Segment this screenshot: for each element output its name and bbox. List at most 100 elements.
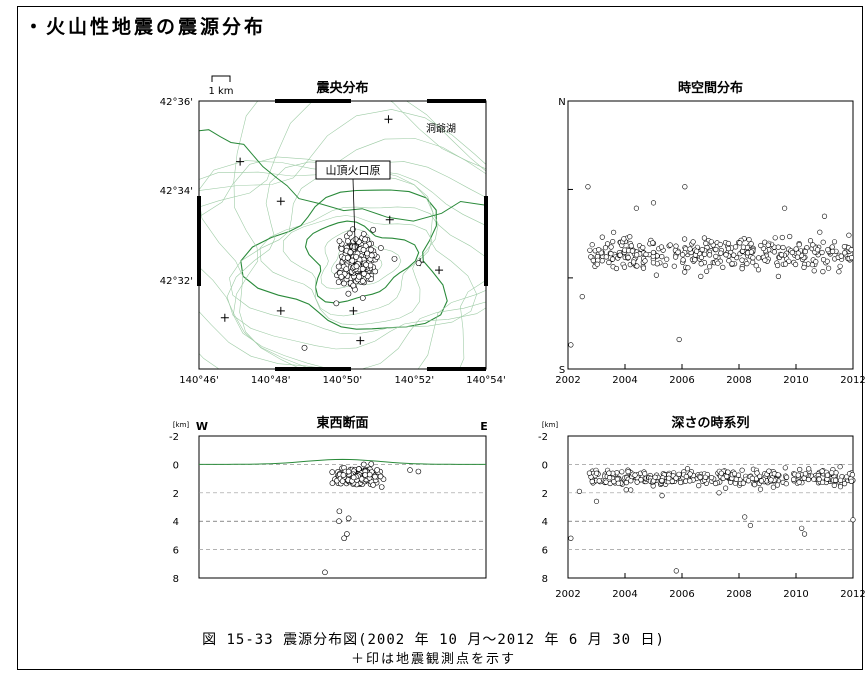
depth-series-title: 深さの時系列 [671,415,749,431]
ew-point [407,467,413,473]
spacetime-point [753,263,759,269]
spacetime-point [841,244,848,250]
ew-point [336,518,342,525]
y-tick-label: 0 [542,460,548,471]
x-tick-label: 2006 [669,589,694,600]
ew-point [366,471,373,478]
spacetime-point [650,260,657,266]
depth-series-point [619,469,625,475]
depth-series-point [628,487,634,493]
spacetime-point [662,262,668,269]
spacetime-point [794,254,801,260]
depth-series-point [801,475,807,481]
spacetime-point [750,259,756,265]
depth-series-point [659,478,665,484]
ew-point [355,466,362,472]
spacetime-point [713,246,719,253]
spacetime-point [809,262,816,268]
spacetime-point [610,229,617,235]
ew-point [345,515,352,522]
spacetime-point [725,246,732,252]
spacetime-point [633,205,640,211]
station-marker [236,157,245,166]
topo-contour [282,215,433,317]
depth-series-point [799,525,805,531]
x-tick-label: 2004 [612,375,637,386]
spacetime-point [650,200,657,206]
topo-contour [199,160,486,369]
station-marker [356,336,365,345]
y-tick-label: 8 [542,574,548,585]
hypocenter-point [344,254,351,261]
ew-point [322,569,328,576]
depth-series-point [797,466,803,473]
depth-series-point [796,479,802,485]
depth-series-point [795,472,801,478]
spacetime-point [617,252,623,258]
depth-series-point [733,476,739,482]
spacetime-point [585,184,591,190]
hypocenter-point [347,249,354,256]
ew-point [350,474,357,481]
spacetime-point [755,267,762,273]
hypocenter-point [361,270,367,277]
spacetime-point [762,257,768,263]
station-marker [435,266,444,275]
spacetime-point [813,259,819,265]
spacetime-point [720,264,726,271]
spacetime-point [739,257,745,263]
depth-series-point [850,517,856,523]
spacetime-point [740,244,747,250]
spacetime-point [642,258,648,264]
spacetime-point [706,252,713,258]
y-tick-label: -2 [169,432,179,443]
ew-point [415,468,422,475]
depth-series-point [802,471,809,477]
depth-series-point [805,476,812,483]
east-label: E [480,420,488,433]
spacetime-point [786,258,792,264]
hypocenter-point [356,273,362,280]
depth-series-point [768,477,774,483]
spacetime-point [771,249,778,255]
spacetime-point [787,233,793,240]
hypocenter-point [353,253,359,260]
spacetime-frame [567,100,854,370]
spacetime-point [693,248,700,254]
depth-series-point [819,479,826,485]
depth-series-point [751,482,758,488]
depth-series-point [666,475,672,481]
depth-series-point [740,480,746,486]
spacetime-point [629,248,636,254]
depth-series-point [589,478,595,485]
depth-series-point [722,485,729,491]
y-tick-label: 42°34' [160,186,193,197]
map-edge-bars [197,99,488,371]
spacetime-point [685,265,691,271]
spacetime-point [594,261,600,267]
hypocenter-point [377,245,384,251]
depth-series-point [754,470,760,476]
depth-series-point [832,477,839,483]
spacetime-point [703,240,709,246]
hypocenter-point [359,278,366,284]
spacetime-point [729,261,735,267]
spacetime-point [739,266,745,272]
depth-series-point [801,531,808,537]
depth-series-point [652,474,658,480]
spacetime-point [579,294,585,300]
spacetime-point [590,257,596,264]
hypocenter-point [349,226,356,233]
spacetime-point [681,236,688,242]
hypocenter-point [341,280,347,287]
spacetime-point [836,269,842,275]
spacetime-point [718,250,724,256]
y-tick-label: 6 [173,546,179,557]
spacetime-point [613,265,620,272]
topo-contour [226,161,486,350]
figure-caption: 図 15-33 震源分布図(2002 年 10 月～2012 年 6 月 30 … [202,632,665,648]
hypocenter-point [338,273,345,280]
depth-series-point [783,474,790,480]
x-tick-label: 140°52' [395,375,435,386]
spacetime-point [775,273,782,280]
